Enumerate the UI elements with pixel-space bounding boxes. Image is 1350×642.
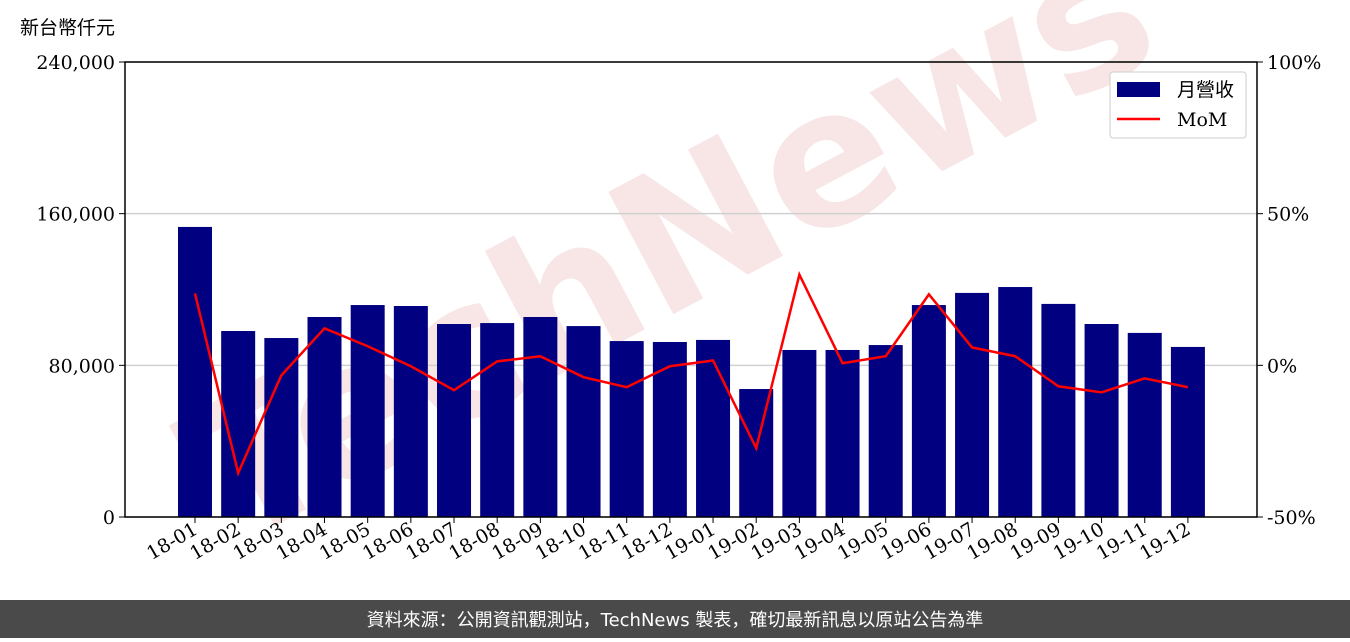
y-tick-label: 160,000 (36, 204, 115, 226)
bar (825, 349, 860, 517)
line (193, 270, 1189, 477)
bar (523, 316, 558, 517)
bar (480, 323, 515, 517)
bar (437, 324, 472, 517)
bar (264, 338, 299, 517)
bar (868, 345, 903, 517)
footer-band (0, 600, 1350, 638)
y2-tick-label: 0% (1267, 355, 1297, 377)
bar (998, 287, 1033, 517)
y-tick-label: 80,000 (49, 355, 115, 377)
plot-frame (124, 61, 1258, 518)
bar (566, 326, 601, 517)
bar (782, 349, 817, 517)
y-tick-label: 0 (103, 507, 115, 529)
bar (1041, 303, 1076, 517)
footer: 資料來源：公開資訊觀測站，TechNews 製表，確切最新訊息以原站公告為準 (367, 610, 984, 631)
y-axis-label: 新台幣仟元 (20, 17, 115, 39)
bar (911, 305, 946, 517)
legend-label: MoM (1177, 109, 1227, 131)
bar (652, 342, 687, 517)
x-tick-label: 19-12 (1136, 518, 1194, 564)
y-tick-label: 240,000 (36, 52, 115, 74)
bar (1127, 332, 1162, 517)
y2-tick-label: 50% (1267, 204, 1309, 226)
bar (739, 389, 774, 517)
y2-tick-label: 100% (1267, 52, 1321, 74)
bar (609, 341, 644, 517)
bar (393, 305, 428, 517)
bar (696, 339, 731, 517)
bar (955, 292, 990, 517)
legend-label: 月營收 (1177, 79, 1234, 101)
legend-swatch (1117, 82, 1160, 97)
bar (350, 305, 385, 517)
bar (307, 316, 342, 517)
bar (1170, 346, 1205, 517)
bar (1084, 324, 1119, 517)
y2-tick-label: -50% (1267, 507, 1316, 529)
bar (178, 226, 212, 517)
